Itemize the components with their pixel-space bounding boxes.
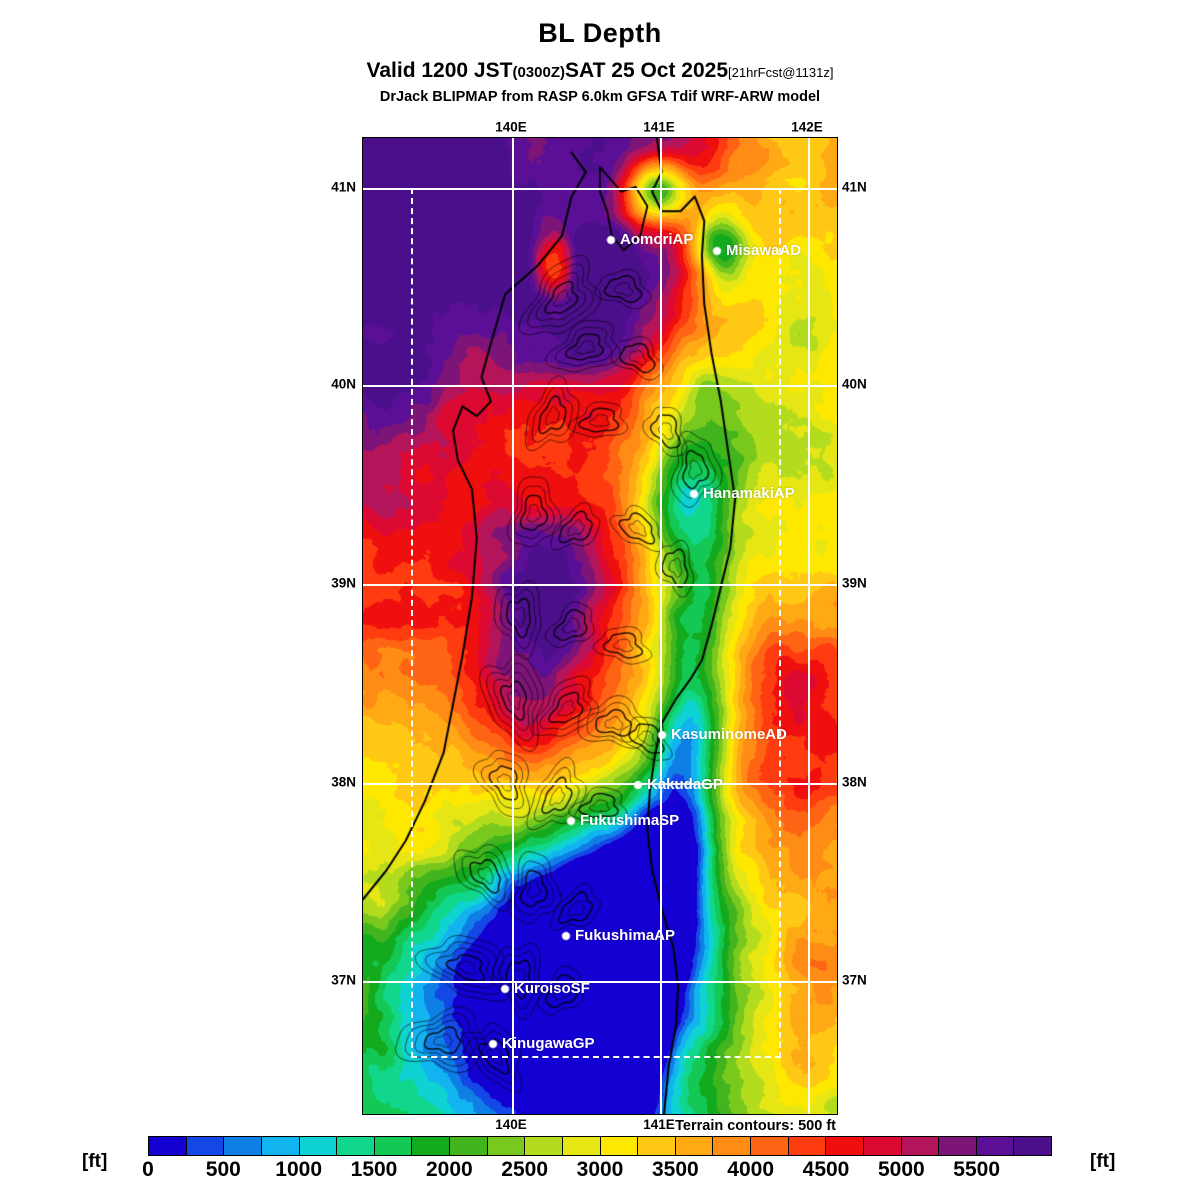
model-description: DrJack BLIPMAP from RASP 6.0km GFSA Tdif… xyxy=(379,89,821,105)
colorbar-swatch xyxy=(562,1137,601,1155)
valid-date: SAT 25 Oct 2025 xyxy=(564,59,729,82)
lon-tick-label-top: 140E xyxy=(495,119,527,135)
colorbar-swatches xyxy=(148,1136,1052,1156)
lon-tick-label-top: 142E xyxy=(791,119,823,135)
lat-tick-label-left: 40N xyxy=(331,376,356,392)
colorbar-swatch xyxy=(299,1137,338,1155)
colorbar-swatch xyxy=(600,1137,639,1155)
graticule-parallel xyxy=(363,981,837,983)
colorbar-swatch xyxy=(638,1137,676,1155)
colorbar-tick-label: 2500 xyxy=(501,1158,549,1181)
colorbar-tick-label: 3500 xyxy=(651,1158,699,1181)
valid-time-utc: (0300Z) xyxy=(512,64,565,81)
station-dot-icon xyxy=(658,731,666,739)
colorbar-tick-label: 1000 xyxy=(275,1158,323,1181)
graticule-meridian xyxy=(512,138,514,1114)
colorbar-unit-left: [ft] xyxy=(82,1151,108,1172)
lat-tick-label-right: 38N xyxy=(842,774,867,790)
lat-tick-label-left: 37N xyxy=(331,972,356,988)
colorbar-swatch xyxy=(713,1137,751,1155)
title-block: BL Depth Valid 1200 JST(0300Z)SAT 25 Oct… xyxy=(0,0,1200,105)
station-label: KakudaGP xyxy=(647,776,723,794)
colorbar-tick-label: 5000 xyxy=(877,1158,925,1181)
lat-tick-label-right: 40N xyxy=(842,376,867,392)
colorbar-swatch xyxy=(450,1137,488,1155)
colorbar-tick-label: 2000 xyxy=(425,1158,473,1181)
graticule-parallel xyxy=(363,385,837,387)
lon-tick-label-bottom: 141E xyxy=(643,1117,675,1132)
colorbar-tick-label: 4000 xyxy=(727,1158,775,1181)
colorbar-swatch xyxy=(525,1137,563,1155)
valid-time-prefix: Valid 1200 JST xyxy=(366,59,513,82)
station-dot-icon xyxy=(489,1040,497,1048)
lat-tick-label-left: 41N xyxy=(331,179,356,195)
colorbar-swatch xyxy=(751,1137,789,1155)
colorbar-swatch xyxy=(976,1137,1015,1155)
bl-depth-raster xyxy=(363,138,837,1114)
colorbar-tick-label: 1500 xyxy=(350,1158,398,1181)
station-dot-icon xyxy=(690,490,698,498)
valid-time-line: Valid 1200 JST(0300Z)SAT 25 Oct 2025[21h… xyxy=(0,60,1200,81)
colorbar-swatch xyxy=(487,1137,526,1155)
page-title: BL Depth xyxy=(538,18,662,48)
lat-tick-label-right: 41N xyxy=(842,179,867,195)
colorbar-tick-label: 3000 xyxy=(576,1158,624,1181)
colorbar-swatch xyxy=(901,1137,940,1155)
station-label: MisawaAD xyxy=(726,242,802,260)
colorbar-swatch xyxy=(149,1137,187,1155)
lat-tick-label-right: 37N xyxy=(842,972,867,988)
colorbar-tick-label: 4500 xyxy=(802,1158,850,1181)
colorbar-unit-right: [ft] xyxy=(1090,1151,1116,1172)
station-label: KinugawaGP xyxy=(502,1035,595,1053)
lat-tick-label-left: 38N xyxy=(331,774,356,790)
graticule-meridian xyxy=(660,138,662,1114)
station-label: FukushimaSP xyxy=(580,812,680,830)
forecast-tag: [21hrFcst@1131z] xyxy=(728,65,834,80)
colorbar-swatch xyxy=(826,1137,864,1155)
colorbar-swatch xyxy=(186,1137,225,1155)
terrain-contour-caption: Terrain contours: 500 ft xyxy=(675,1118,836,1134)
colorbar-swatch xyxy=(939,1137,977,1155)
colorbar-swatch xyxy=(412,1137,450,1155)
station-dot-icon xyxy=(562,932,570,940)
station-label: KasuminomeAD xyxy=(671,726,787,744)
colorbar[interactable] xyxy=(148,1136,1052,1156)
station-dot-icon xyxy=(501,985,509,993)
station-label: AomoriAP xyxy=(620,231,694,249)
station-dot-icon xyxy=(634,781,642,789)
lon-tick-label-top: 141E xyxy=(643,119,675,135)
graticule-parallel xyxy=(363,584,837,586)
colorbar-swatch xyxy=(788,1137,827,1155)
colorbar-tick-label: 500 xyxy=(205,1158,241,1181)
station-label: FukushimaAP xyxy=(575,927,676,945)
lon-tick-label-bottom: 140E xyxy=(495,1117,527,1132)
graticule-parallel xyxy=(363,783,837,785)
colorbar-swatch xyxy=(337,1137,375,1155)
model-domain-box xyxy=(411,188,781,1058)
colorbar-swatch xyxy=(261,1137,300,1155)
station-label: KuroisoSF xyxy=(514,980,590,998)
colorbar-swatch xyxy=(675,1137,714,1155)
colorbar-tick-label: 5500 xyxy=(953,1158,1001,1181)
colorbar-tick-label: 0 xyxy=(142,1158,154,1181)
station-dot-icon xyxy=(607,236,615,244)
station-dot-icon xyxy=(567,817,575,825)
lat-tick-label-left: 39N xyxy=(331,575,356,591)
colorbar-swatch xyxy=(1014,1137,1051,1155)
station-label: HanamakiAP xyxy=(703,485,795,503)
station-dot-icon xyxy=(713,247,721,255)
colorbar-swatch xyxy=(224,1137,262,1155)
lat-tick-label-right: 39N xyxy=(842,575,867,591)
map-plot-area[interactable] xyxy=(362,137,838,1115)
colorbar-swatch xyxy=(863,1137,902,1155)
graticule-meridian xyxy=(808,138,810,1114)
colorbar-swatch xyxy=(374,1137,413,1155)
